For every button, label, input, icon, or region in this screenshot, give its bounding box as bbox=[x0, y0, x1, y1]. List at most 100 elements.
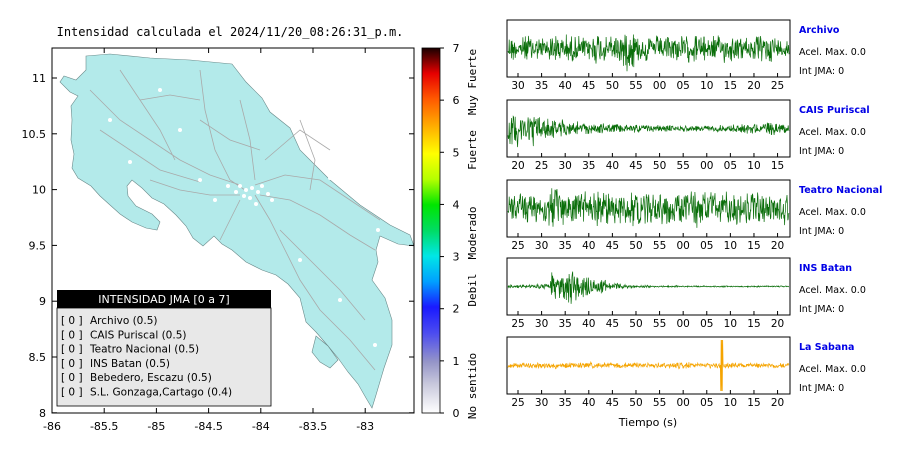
station-accel: Acel. Max. 0.0 bbox=[799, 127, 866, 138]
map-y-tick-label: 9 bbox=[39, 295, 46, 308]
station-accel: Acel. Max. 0.0 bbox=[799, 285, 866, 296]
map-y-tick-label: 10 bbox=[32, 184, 46, 197]
waveform-trace bbox=[507, 115, 790, 148]
legend-title: INTENSIDAD JMA [0 a 7] bbox=[98, 293, 229, 306]
waveform-tick-label: 15 bbox=[747, 318, 760, 330]
waveform-tick-label: 40 bbox=[582, 318, 595, 330]
colorbar-tick-label: 0 bbox=[453, 407, 460, 420]
waveform-tick-label: 00 bbox=[653, 80, 666, 92]
waveform-tick-label: 50 bbox=[629, 318, 642, 330]
map-y-tick-label: 11 bbox=[32, 72, 46, 85]
intensity-legend: INTENSIDAD JMA [0 a 7] [ 0 ] Archivo (0.5… bbox=[56, 290, 272, 407]
waveform-trace bbox=[507, 34, 790, 72]
map-x-tick-label: -85.5 bbox=[90, 420, 118, 433]
legend-item-name: S.L. Gonzaga,Cartago (0.4) bbox=[90, 387, 232, 399]
map-x-tick-label: -84 bbox=[252, 420, 270, 433]
map-y-tick-label: 9.5 bbox=[29, 239, 47, 252]
waveform-tick-label: 15 bbox=[747, 240, 760, 252]
waveform-tick-label: 35 bbox=[535, 80, 548, 92]
legend-item-name: CAIS Puriscal (0.5) bbox=[90, 329, 186, 341]
waveform-tick-label: 00 bbox=[676, 240, 689, 252]
station-accel: Acel. Max. 0.0 bbox=[799, 207, 866, 218]
waveform-tick-label: 30 bbox=[535, 397, 548, 409]
waveform-tick-label: 05 bbox=[700, 318, 713, 330]
colorbar-tick-label: 2 bbox=[453, 303, 460, 316]
waveform-tick-label: 10 bbox=[724, 397, 737, 409]
waveform-panels: 30 35 40 45 50 55 00 05 10 15 20 25 Archivo Acel. Max… bbox=[506, 19, 882, 409]
waveform-tick-label: 10 bbox=[700, 80, 713, 92]
waveform-tick-label: 40 bbox=[559, 80, 572, 92]
station-name: Teatro Nacional bbox=[799, 185, 882, 196]
waveform-tick-label: 45 bbox=[606, 318, 619, 330]
map-x-tick-label: -83.5 bbox=[299, 420, 327, 433]
station-jma: Int JMA: 0 bbox=[799, 383, 844, 394]
station-name: Archivo bbox=[799, 25, 840, 36]
waveform-tick-label: 35 bbox=[582, 160, 595, 172]
waveform-tick-label: 20 bbox=[511, 160, 524, 172]
waveform-trace bbox=[507, 339, 790, 392]
station-name: La Sabana bbox=[799, 342, 854, 353]
waveform-tick-label: 45 bbox=[629, 160, 642, 172]
colorbar-level-label: Muy Fuerte bbox=[466, 49, 479, 115]
waveform-tick-label: 35 bbox=[559, 240, 572, 252]
station-name: INS Batan bbox=[799, 263, 852, 274]
waveform-tick-label: 30 bbox=[535, 318, 548, 330]
waveform-tick-label: 40 bbox=[582, 240, 595, 252]
waveform-tick-label: 50 bbox=[629, 240, 642, 252]
waveform-xlabel: Tiempo (s) bbox=[618, 416, 677, 429]
waveform-panel: 25 30 35 40 45 50 55 00 05 10 15 20 INS Batan Acel. M… bbox=[506, 257, 866, 330]
station-markers bbox=[108, 88, 380, 347]
colorbar-tick-label: 5 bbox=[453, 146, 460, 159]
legend-item-level: [ 0 ] bbox=[61, 315, 83, 327]
waveform-tick-label: 25 bbox=[511, 397, 524, 409]
waveform-tick-label: 10 bbox=[747, 160, 760, 172]
colorbar-level-label: No sentido bbox=[466, 353, 479, 419]
waveform-tick-label: 45 bbox=[582, 80, 595, 92]
costa-rica-landmass bbox=[59, 53, 414, 409]
waveform-tick-label: 55 bbox=[676, 160, 689, 172]
colorbar-tick-label: 4 bbox=[453, 198, 460, 211]
station-jma: Int JMA: 0 bbox=[799, 304, 844, 315]
legend-item-level: [ 0 ] bbox=[61, 387, 83, 399]
colorbar-scale bbox=[421, 47, 441, 414]
legend-item-name: Bebedero, Escazu (0.5) bbox=[90, 372, 212, 384]
waveform-tick-label: 10 bbox=[724, 318, 737, 330]
waveform-tick-label: 25 bbox=[511, 318, 524, 330]
legend-header bbox=[57, 290, 271, 308]
waveform-tick-label: 15 bbox=[771, 160, 784, 172]
waveform-tick-label: 55 bbox=[653, 318, 666, 330]
waveform-panel: 30 35 40 45 50 55 00 05 10 15 20 25 Archivo Acel. Max… bbox=[506, 19, 866, 92]
waveform-tick-label: 50 bbox=[606, 80, 619, 92]
station-jma: Int JMA: 0 bbox=[799, 226, 844, 237]
waveform-tick-label: 25 bbox=[771, 80, 784, 92]
map-panel: -86 -85.5 -85 -84.5 -84 -83.5 -83 11 10.5 10 9.5 9… bbox=[22, 47, 415, 433]
waveform-tick-label: 30 bbox=[559, 160, 572, 172]
colorbar: 0 1 2 3 4 5 6 7 No sentido Debil Moderado Fuerte Mu… bbox=[421, 42, 479, 420]
station-accel: Acel. Max. 0.0 bbox=[799, 364, 866, 375]
waveform-tick-label: 05 bbox=[700, 397, 713, 409]
station-name: CAIS Puriscal bbox=[799, 105, 870, 116]
waveform-tick-label: 40 bbox=[582, 397, 595, 409]
waveform-tick-label: 20 bbox=[771, 318, 784, 330]
colorbar-tick-label: 3 bbox=[453, 251, 460, 264]
waveform-tick-label: 05 bbox=[724, 160, 737, 172]
figure-title: Intensidad calculada el 2024/11/20_08:26… bbox=[57, 25, 404, 39]
waveform-tick-label: 45 bbox=[606, 240, 619, 252]
legend-item-level: [ 0 ] bbox=[61, 372, 83, 384]
waveform-tick-label: 15 bbox=[747, 397, 760, 409]
waveform-tick-label: 35 bbox=[559, 397, 572, 409]
waveform-tick-label: 10 bbox=[724, 240, 737, 252]
waveform-tick-label: 20 bbox=[747, 80, 760, 92]
waveform-tick-label: 35 bbox=[559, 318, 572, 330]
map-x-tick-label: -84.5 bbox=[194, 420, 222, 433]
waveform-tick-label: 50 bbox=[629, 397, 642, 409]
legend-item-name: INS Batan (0.5) bbox=[90, 358, 170, 370]
waveform-tick-label: 25 bbox=[535, 160, 548, 172]
map-x-tick-label: -83 bbox=[356, 420, 374, 433]
waveform-tick-label: 55 bbox=[653, 240, 666, 252]
station-accel: Acel. Max. 0.0 bbox=[799, 47, 866, 58]
legend-item-name: Archivo (0.5) bbox=[90, 315, 157, 327]
colorbar-level-label: Moderado bbox=[466, 207, 479, 260]
colorbar-level-label: Debil bbox=[466, 273, 479, 306]
